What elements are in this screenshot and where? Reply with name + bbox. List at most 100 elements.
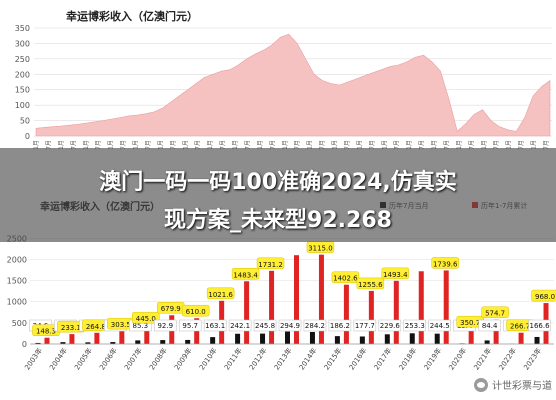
data-label-cumulative: 679.9 [161, 305, 181, 313]
x-tick-label: 2008年 [147, 346, 169, 372]
bar-july [534, 336, 540, 344]
y-tick-label: 50 [20, 117, 30, 126]
data-label-july: 92.9 [157, 322, 173, 330]
data-label-cumulative: 1493.4 [383, 271, 408, 279]
bar-cumulative [69, 334, 75, 344]
x-tick-label: 2022年1月 [505, 140, 513, 150]
y-tick-label: 350 [15, 24, 30, 33]
x-tick-label: 2022年 [497, 346, 519, 372]
data-label-box-cumulative [256, 257, 285, 270]
data-label-july: 85.3 [132, 322, 148, 330]
bar-cumulative [119, 331, 125, 344]
x-tick-label: 2003年7月 [44, 140, 52, 150]
bar-july [409, 333, 415, 344]
x-tick-label: 2008年1月 [156, 140, 164, 150]
bar-july [334, 336, 340, 344]
bar-july [359, 336, 365, 344]
bar-cumulative [343, 284, 349, 344]
bar-july [35, 342, 41, 344]
bar-july [285, 331, 290, 344]
data-label-cumulative: 610.0 [186, 308, 206, 316]
data-label-box-cumulative [531, 289, 556, 302]
data-label-cumulative: 1402.6 [333, 275, 358, 283]
x-tick-label: 2012年 [247, 346, 269, 372]
bar-july [484, 340, 490, 344]
bar-july [434, 333, 440, 344]
data-label-box-july [228, 319, 252, 332]
x-tick-label: 2019年1月 [430, 140, 438, 150]
data-label-box-july [178, 319, 202, 332]
y-tick-label: 2000 [7, 255, 27, 264]
x-tick-label: 2007年1月 [132, 140, 140, 150]
x-tick-label: 2013年 [272, 346, 294, 372]
data-label-july: 177.7 [355, 322, 375, 330]
bar-cumulative [493, 319, 499, 344]
gaming-revenue-monthly-chart-panel: 幸运博彩收入（亿澳门元） 350 300 250 200 150 100 50 02003年1… [0, 0, 556, 150]
data-label-july: 244.5 [430, 322, 450, 330]
bar-cumulative [144, 325, 150, 344]
x-tick-label: 2023年 [522, 346, 544, 372]
x-tick-label: 2016年1月 [355, 140, 363, 150]
x-tick-label: 2011年 [222, 346, 244, 372]
x-tick-label: 2022年7月 [517, 140, 525, 150]
y-tick-label: 200 [15, 70, 30, 79]
x-tick-label: 2016年 [347, 346, 369, 372]
data-label-cumulative: 233.1 [61, 324, 81, 332]
data-label-box-july [403, 319, 427, 332]
x-tick-label: 2003年 [23, 346, 45, 372]
bar-july [110, 342, 116, 344]
x-tick-label: 2014年7月 [318, 140, 326, 150]
x-tick-label: 2004年 [47, 346, 69, 372]
y-tick-label: 500 [12, 319, 27, 328]
bar-july [384, 334, 390, 344]
x-tick-label: 2018年7月 [418, 140, 426, 150]
data-label-box-july [528, 319, 551, 332]
x-tick-label: 2017年7月 [393, 140, 401, 150]
bar-cumulative [94, 332, 100, 344]
bar-cumulative [468, 329, 474, 344]
headline-line-1: 澳门一码一码100准确2024,仿真实 [99, 170, 457, 195]
bar-july [185, 339, 191, 344]
x-tick-label: 2012年7月 [268, 140, 276, 150]
x-tick-label: 2010年7月 [219, 140, 227, 150]
x-tick-label: 2019年7月 [442, 140, 450, 150]
data-label-box-cumulative [181, 304, 210, 317]
x-tick-label: 2006年7月 [119, 140, 127, 150]
data-label-july: 242.1 [230, 322, 250, 330]
monthly-area-chart: 350 300 250 200 150 100 50 02003年1月 2003年7月 2004年… [15, 24, 552, 150]
x-tick-label: 2019年 [422, 346, 444, 372]
x-tick-label: 2004年1月 [57, 140, 65, 150]
bar-july [210, 337, 216, 344]
data-label-cumulative: 1021.6 [208, 291, 233, 299]
x-tick-label: 2016年7月 [368, 140, 376, 150]
data-label-box-july [478, 319, 501, 332]
x-tick-label: 2021年7月 [492, 140, 500, 150]
x-tick-label: 2009年 [172, 346, 194, 372]
data-label-box-cumulative [431, 257, 459, 269]
x-tick-label: 2020年1月 [455, 140, 463, 150]
data-label-box-cumulative [206, 287, 235, 300]
data-label-cumulative: 1731.2 [258, 261, 283, 269]
x-tick-label: 2021年1月 [480, 140, 488, 150]
y-tick-label: 0 [25, 132, 30, 141]
y-tick-label: 1500 [7, 277, 27, 286]
data-label-july: 95.7 [182, 322, 198, 330]
data-label-july: 186.2 [330, 322, 350, 330]
data-label-cumulative: 266.7 [510, 323, 530, 331]
data-label-box-cumulative [356, 277, 385, 290]
x-tick-label: 2015年7月 [343, 140, 351, 150]
x-tick-label: 2008年7月 [169, 140, 177, 150]
y-tick-label: 300 [15, 39, 30, 48]
x-tick-label: 2017年1月 [380, 140, 388, 150]
data-label-july: 253.3 [405, 322, 425, 330]
data-label-cumulative: 1739.6 [433, 260, 458, 268]
data-label-cumulative: 264.8 [86, 323, 106, 331]
data-label-box-july [428, 319, 451, 332]
bar-cumulative [318, 254, 324, 344]
x-tick-label: 2021年 [472, 346, 494, 372]
data-label-box-july [378, 319, 402, 332]
x-tick-label: 2010年1月 [206, 140, 214, 150]
data-label-july: 284.2 [305, 322, 325, 330]
bar-cumulative [418, 271, 424, 344]
bar-july [309, 331, 315, 344]
